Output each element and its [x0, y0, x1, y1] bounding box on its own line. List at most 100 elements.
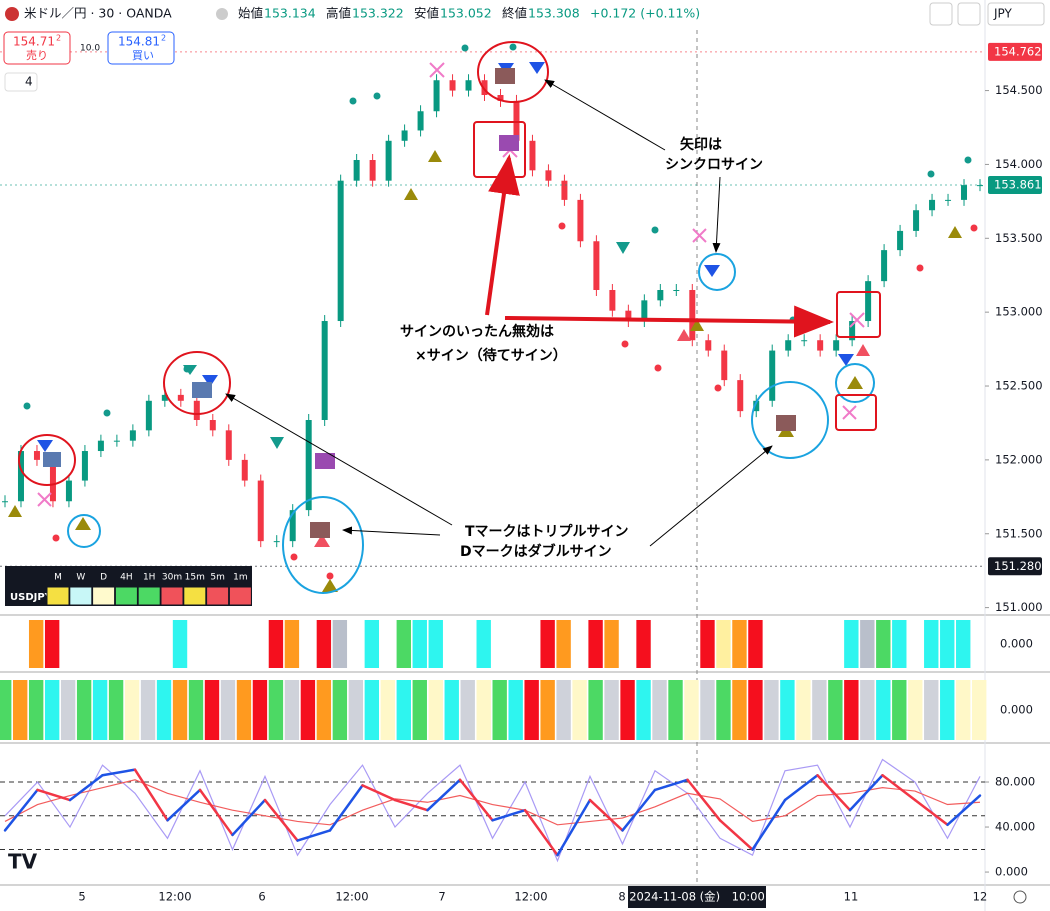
signal-stripe: [492, 680, 507, 740]
signal-stripe: [636, 680, 651, 740]
candle-body: [129, 430, 136, 441]
low-value: 153.052: [440, 6, 492, 21]
line-series: [4, 779, 981, 826]
x-tick-label: 12:00: [335, 890, 368, 904]
signal-stripe: [412, 680, 427, 740]
signal-stripe: [412, 620, 427, 668]
signal-stripe: [220, 680, 236, 740]
line-segment: [816, 774, 852, 812]
candle-body: [929, 199, 936, 211]
replay-button[interactable]: [957, 2, 981, 26]
candle-body: [577, 199, 584, 242]
x-tick-label: 7: [438, 890, 445, 904]
candle-body: [705, 340, 712, 351]
x-tick-label: 11: [844, 890, 859, 904]
signal-stripe: [812, 680, 827, 740]
signal-stripe: [332, 620, 348, 668]
signal-stripe: [956, 620, 971, 668]
signal-stripe: [92, 680, 108, 740]
line-segment: [881, 774, 917, 802]
candle-body: [977, 185, 983, 187]
signal-stripe: [316, 620, 332, 668]
buy-button[interactable]: [107, 31, 175, 65]
signal-stripe: [460, 680, 475, 740]
candle-body: [465, 80, 472, 91]
candle-body: [625, 310, 632, 322]
settings-button[interactable]: [1013, 890, 1027, 904]
candle-body: [65, 480, 72, 502]
symbol: 米ドル／円 · 30 · OANDA: [24, 6, 172, 21]
price-badge: [988, 175, 1042, 194]
low-label: 安値: [414, 6, 439, 21]
y-tick-label: 0.000: [1000, 703, 1033, 717]
line-segment: [458, 778, 494, 822]
line-segment: [491, 808, 527, 822]
signal-stripe: [780, 680, 795, 740]
signal-stripe: [300, 680, 316, 740]
line-segment: [621, 788, 657, 832]
candle-body: [161, 394, 168, 401]
line-segment: [361, 784, 397, 802]
signal-stripe: [860, 620, 875, 668]
download-button[interactable]: [929, 2, 953, 26]
timeframe-cell: [206, 586, 230, 606]
signal-stripe: [588, 620, 603, 668]
signal-stripe: [332, 680, 348, 740]
candle-body: [2, 501, 8, 503]
timeframe-label: 15m: [185, 573, 205, 583]
currency-button[interactable]: [987, 2, 1045, 26]
candle-body: [369, 160, 376, 181]
timeframe-label: M: [54, 573, 62, 583]
line-segment: [556, 798, 592, 857]
line-segment: [718, 819, 754, 851]
x-tick-label: 12:00: [158, 890, 191, 904]
y-tick-label: 152.500: [995, 379, 1043, 393]
candle-body: [817, 340, 824, 351]
candle-body: [945, 199, 952, 201]
candle-body: [17, 451, 24, 502]
candle-body: [545, 170, 552, 181]
line-segment: [133, 768, 169, 822]
signal-stripe: [172, 620, 188, 668]
signal-stripe: [924, 680, 939, 740]
line-segment: [686, 778, 722, 822]
candle-body: [785, 340, 792, 351]
signal-stripe: [716, 620, 731, 668]
x-tick-label: 12: [973, 890, 988, 904]
annotation-shapes: [18, 41, 881, 594]
candle-body: [961, 185, 968, 200]
signal-stripe: [60, 680, 76, 740]
candle-body: [513, 100, 520, 141]
signal-stripe: [284, 620, 300, 668]
price-badge-label: 154.762: [994, 44, 1042, 58]
currency: JPY: [993, 7, 1013, 21]
signal-stripe: [940, 620, 955, 668]
line-segment: [913, 798, 949, 827]
candle-body: [801, 340, 808, 342]
signal-stripe: [844, 620, 859, 668]
sell-button[interactable]: [3, 31, 71, 65]
signal-stripe: [908, 680, 923, 740]
candle-body: [721, 350, 728, 381]
signal-stripe: [540, 620, 555, 668]
signal-stripe: [236, 680, 252, 740]
signal-stripe: [268, 680, 284, 740]
signal-stripe: [940, 680, 955, 740]
line-segment: [263, 798, 299, 842]
buy-label: 買い: [132, 49, 154, 62]
candle-body: [689, 290, 696, 341]
line-segment: [848, 774, 884, 812]
timeframe-cell: [92, 586, 116, 606]
price-badge: [988, 42, 1042, 61]
hide-button[interactable]: [216, 8, 228, 20]
x-tick-label: 5: [78, 890, 85, 904]
signal-stripe: [972, 680, 987, 740]
signal-stripe: [76, 680, 92, 740]
buy-price: 154.81: [118, 35, 160, 49]
line-segment: [296, 829, 332, 842]
candle-body: [385, 140, 392, 181]
change: +0.172 (+0.11%): [590, 6, 700, 21]
indicator-toggle[interactable]: [4, 72, 38, 92]
crosshair-label: 2024-11-08 (金) 10:00: [629, 890, 765, 904]
